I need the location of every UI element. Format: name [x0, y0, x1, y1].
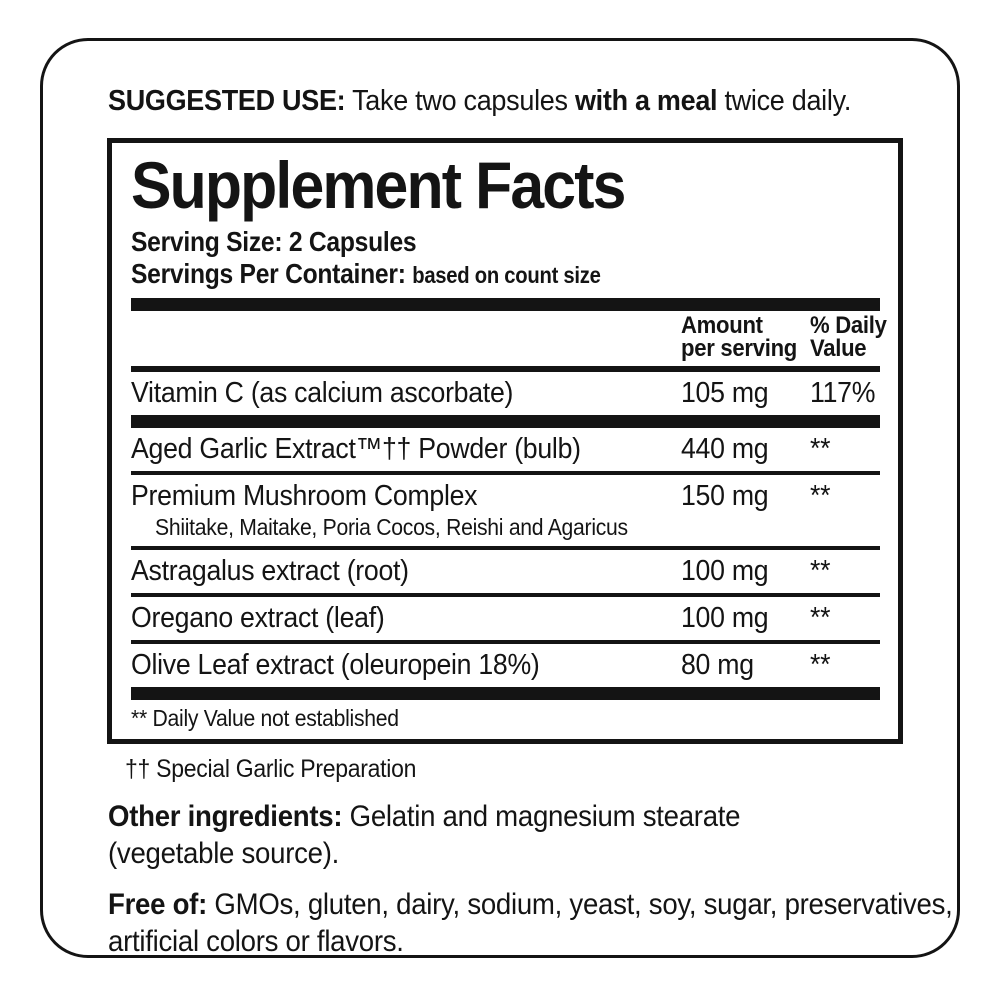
other-ingredients-text-line2: (vegetable source). [108, 837, 340, 870]
header-amount: Amount per serving [681, 312, 810, 362]
free-of: Free of: GMOs, gluten, dairy, sodium, ye… [108, 886, 957, 958]
header-amount-line2: per serving [681, 335, 798, 362]
other-ingredients-label: Other ingredients: [108, 800, 343, 833]
garlic-preparation-note: †† Special Garlic Preparation [125, 755, 417, 783]
label-card: SUGGESTED USE: Take two capsules with a … [40, 38, 960, 958]
divider-thin [131, 640, 880, 644]
ingredient-dv: ** [810, 480, 831, 512]
table-row: Oregano extract (leaf) 100 mg ** [131, 597, 880, 640]
ingredient-name: Premium Mushroom Complex [131, 480, 478, 512]
ingredient-amount: 440 mg [681, 433, 769, 465]
daily-value-footnote: ** Daily Value not established [131, 705, 399, 731]
ingredient-dv: ** [810, 433, 831, 465]
ingredient-amount: 80 mg [681, 649, 754, 681]
table-row: Astragalus extract (root) 100 mg ** [131, 550, 880, 593]
other-ingredients-text: Gelatin and magnesium stearate [342, 800, 741, 833]
other-ingredients: Other ingredients: Gelatin and magnesium… [108, 798, 957, 872]
suggested-use-text-2: twice daily. [717, 85, 852, 117]
ingredient-dv: ** [810, 555, 831, 587]
header-amount-line1: Amount [681, 312, 763, 339]
divider-thick [131, 687, 880, 700]
panel-title: Supplement Facts [131, 148, 626, 222]
free-of-text-line2: artificial colors or flavors. [108, 925, 404, 958]
suggested-use-bold: with a meal [574, 85, 718, 117]
ingredient-amount: 150 mg [681, 480, 769, 512]
ingredient-dv: ** [810, 649, 831, 681]
ingredient-dv: ** [810, 602, 831, 634]
supplement-facts-panel: Supplement Facts Serving Size: 2 Capsule… [107, 138, 903, 744]
table-header: Amount per serving % Daily Value [131, 311, 887, 366]
header-name-spacer [131, 315, 681, 361]
ingredient-amount: 100 mg [681, 602, 769, 634]
servings-value: based on count size [412, 262, 601, 288]
ingredient-name: Oregano extract (leaf) [131, 602, 385, 634]
header-dv-line1: % Daily [810, 312, 887, 339]
divider-thick [131, 415, 880, 428]
ingredient-amount: 105 mg [681, 377, 769, 409]
table-row: Premium Mushroom Complex 150 mg ** Shiit… [131, 475, 880, 546]
suggested-use-text-1: Take two capsules [345, 85, 575, 117]
divider-thin [131, 471, 880, 475]
ingredient-name: Vitamin C (as calcium ascorbate) [131, 377, 514, 409]
ingredient-sub-components: Shiitake, Maitake, Poria Cocos, Reishi a… [155, 514, 628, 540]
header-daily-value: % Daily Value [810, 314, 887, 362]
ingredient-name: Aged Garlic Extract™†† Powder (bulb) [131, 433, 581, 465]
servings-label: Servings Per Container: [131, 258, 413, 289]
header-dv-line2: Value [810, 335, 867, 362]
suggested-use: SUGGESTED USE: Take two capsules with a … [108, 85, 898, 118]
ingredient-dv: 117% [810, 377, 876, 409]
divider-medium [131, 366, 880, 372]
table-row: Vitamin C (as calcium ascorbate) 105 mg … [131, 372, 880, 415]
divider-thin [131, 593, 880, 597]
divider-thin [131, 546, 880, 550]
ingredient-amount: 100 mg [681, 555, 769, 587]
serving-size: Serving Size: 2 Capsules [131, 226, 417, 257]
free-of-text: GMOs, gluten, dairy, sodium, yeast, soy,… [207, 888, 953, 921]
table-row: Olive Leaf extract (oleuropein 18%) 80 m… [131, 644, 880, 687]
divider-thick [131, 298, 880, 311]
suggested-use-label: SUGGESTED USE: [108, 85, 346, 117]
ingredient-name: Astragalus extract (root) [131, 555, 409, 587]
ingredient-name: Olive Leaf extract (oleuropein 18%) [131, 649, 540, 681]
table-row: Aged Garlic Extract™†† Powder (bulb) 440… [131, 428, 880, 471]
free-of-label: Free of: [108, 888, 208, 921]
servings-per-container: Servings Per Container: based on count s… [131, 258, 790, 291]
